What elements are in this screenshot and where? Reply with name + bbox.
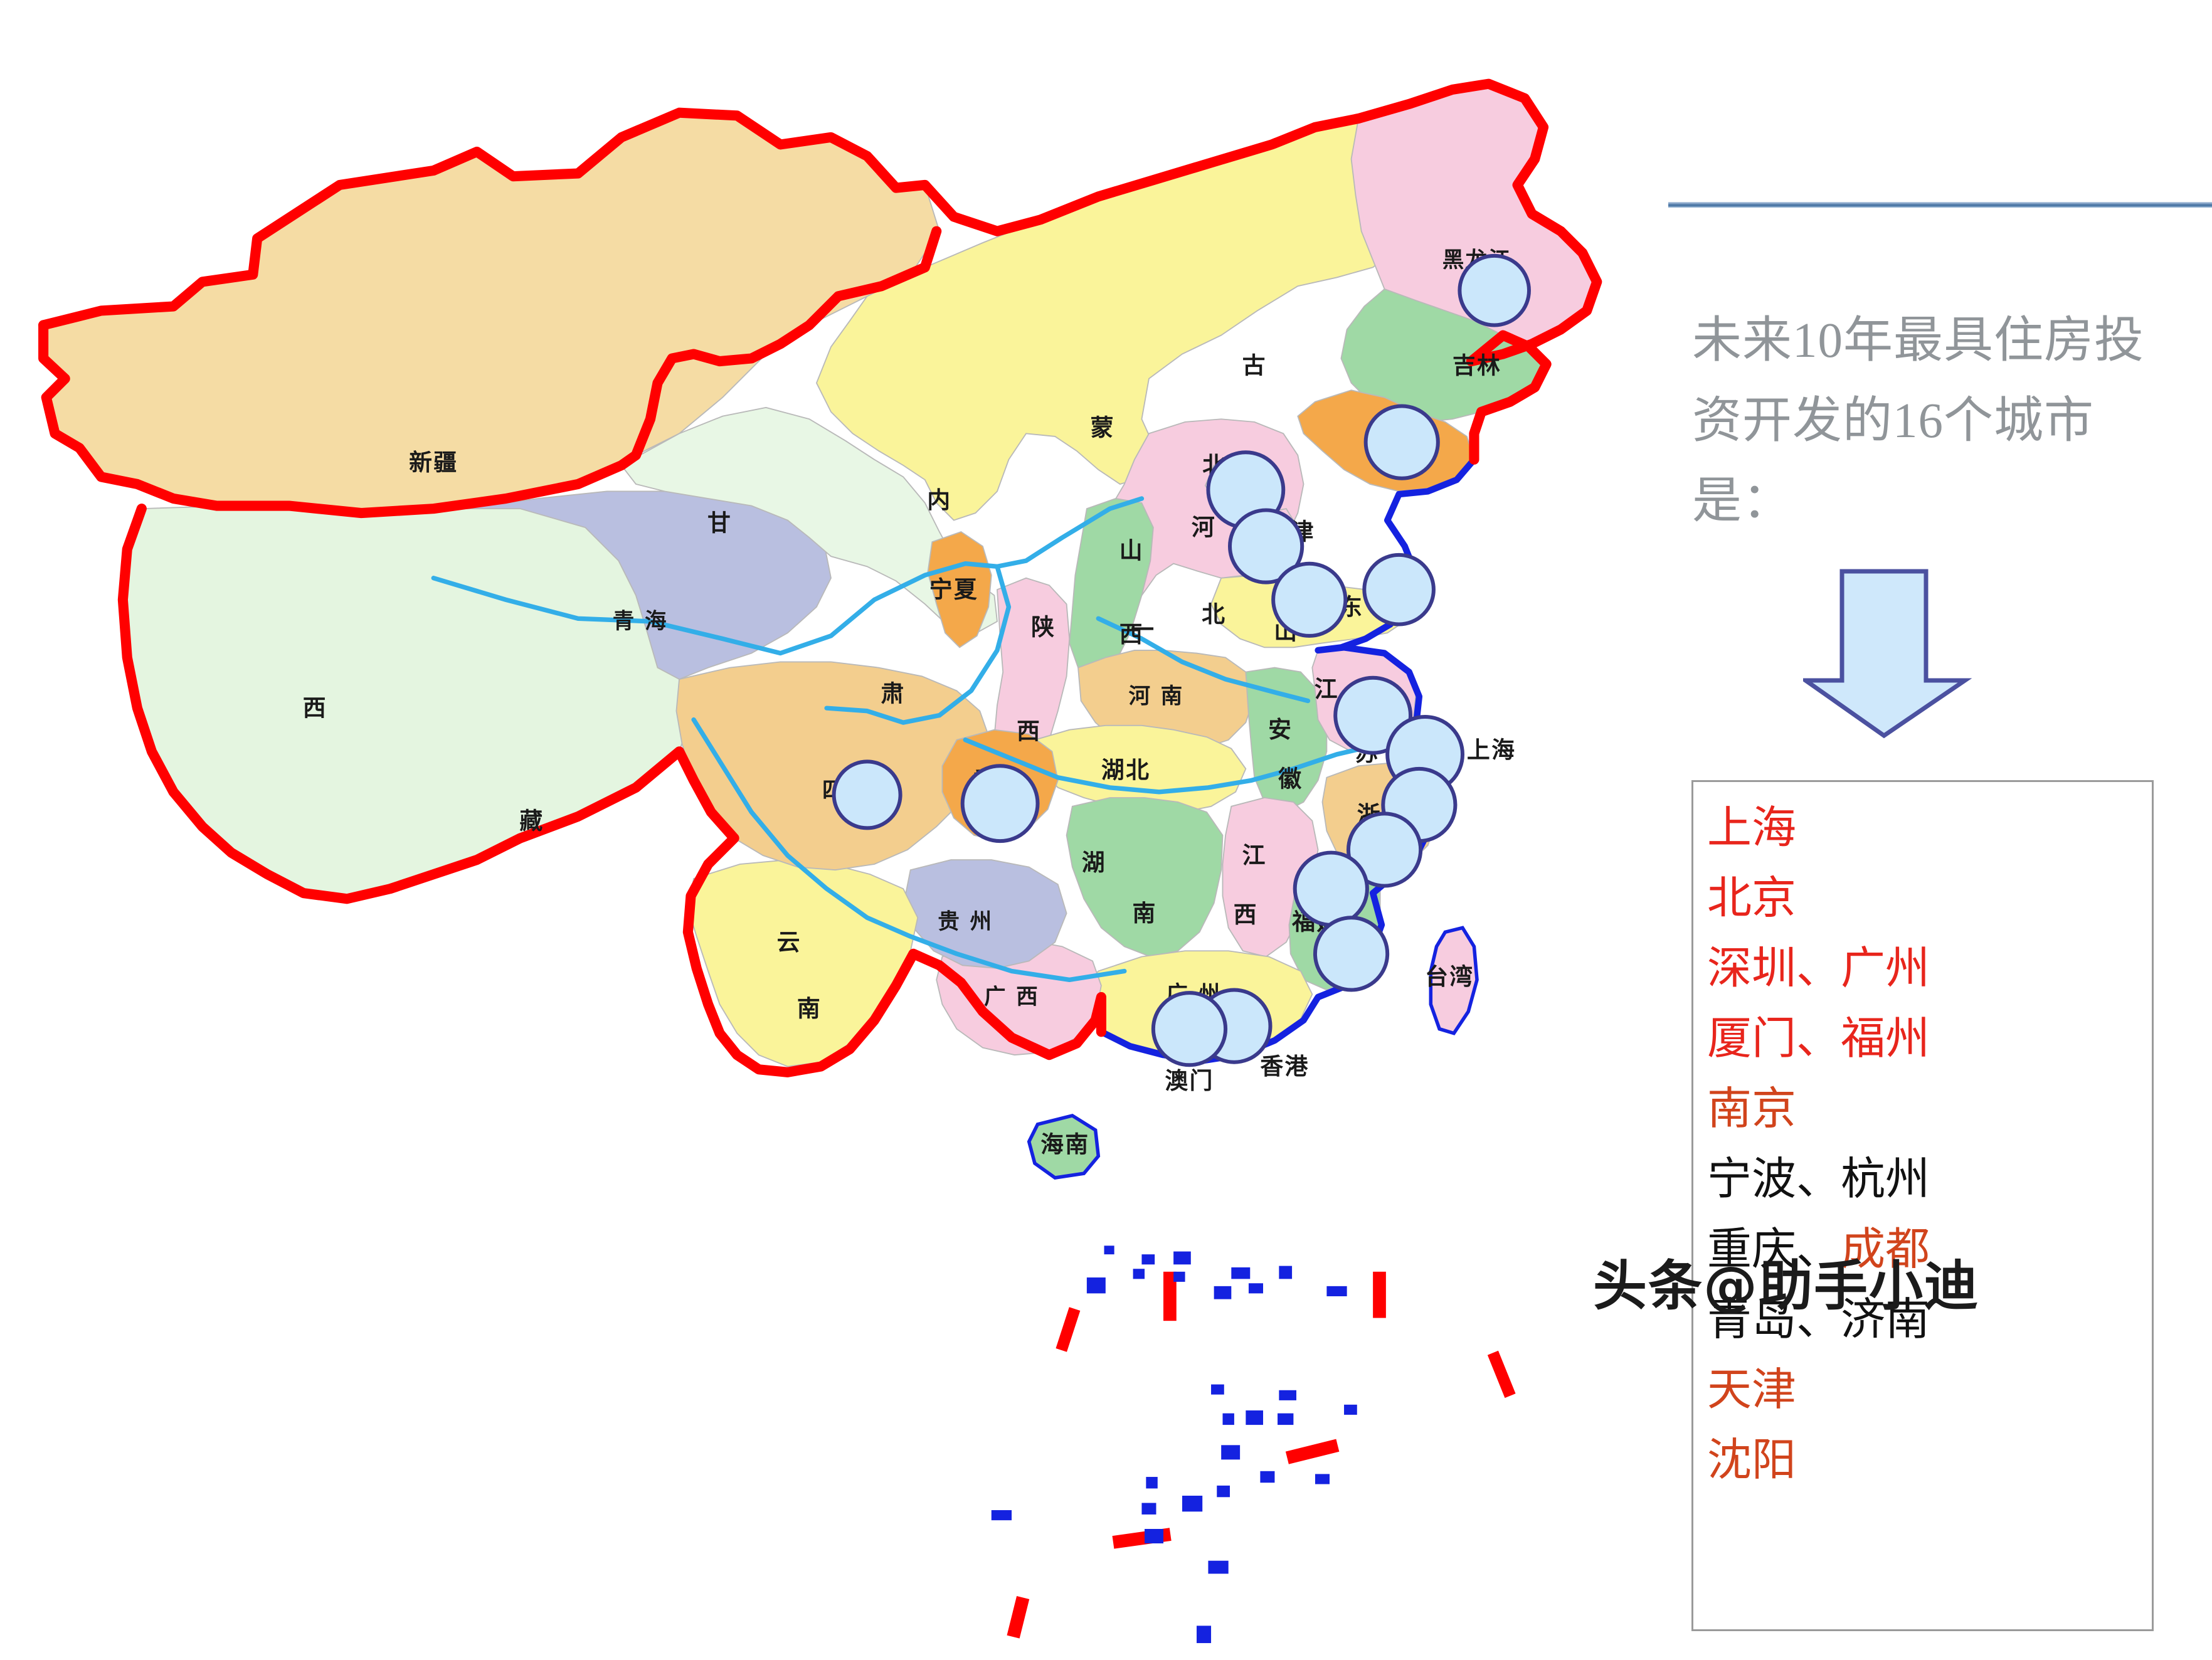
province-label: 云 <box>777 929 802 956</box>
province-label: 广 西 <box>984 985 1039 1010</box>
city-name: 北京 <box>1707 874 1797 923</box>
watermark: 头条@助手小迪 <box>1593 1255 1979 1318</box>
city-marker-天津[interactable] <box>1228 508 1304 584</box>
province-label: 澳门 <box>1165 1067 1214 1094</box>
province-label: 香港 <box>1260 1053 1309 1080</box>
city-marker-杭州[interactable] <box>1346 811 1423 888</box>
city-name: 厦门、福州 <box>1707 1015 1930 1064</box>
province-label: 南 <box>1132 900 1156 927</box>
city-list-item: 南京 <box>1707 1074 2146 1145</box>
province-label: 湖北 <box>1101 757 1150 784</box>
city-marker-福州[interactable] <box>1293 850 1369 927</box>
city-list-item: 天津 <box>1707 1355 2146 1425</box>
city-name: 上海 <box>1707 804 1797 853</box>
province-label: 甘 <box>707 510 732 537</box>
page-title: 未来10年最具住房投资开发的16个城市是： <box>1692 314 2144 529</box>
province-label: 上海 <box>1467 736 1516 763</box>
province-label: 陕 <box>1031 614 1056 641</box>
city-marker-沈阳[interactable] <box>1363 404 1440 480</box>
province-label: 蒙 <box>1091 415 1115 441</box>
city-marker-济南[interactable] <box>1271 561 1348 638</box>
city-list-item: 宁波、杭州 <box>1707 1145 2146 1215</box>
province-label: 江 <box>1242 842 1267 869</box>
city-marker-深圳[interactable] <box>1151 991 1228 1067</box>
province-gansu <box>620 406 998 637</box>
province-label: 宁夏 <box>929 576 978 603</box>
province-hainan <box>1027 1113 1101 1180</box>
province-label: 新疆 <box>409 449 458 476</box>
china-map-panel: 新疆内蒙古一黑龙江吉林辽宁甘肃宁夏青 海西藏陕西山西北京天津河北山东河 南安徽江… <box>38 78 1602 1644</box>
province-label: 西 <box>1234 901 1258 928</box>
city-list-item: 青岛、济南 <box>1707 1285 2146 1355</box>
province-label: 青 海 <box>613 609 668 634</box>
province-label: 河 南 <box>1128 684 1183 709</box>
province-label: 吉林 <box>1453 352 1501 379</box>
down-arrow-icon <box>1803 568 1991 740</box>
province-guizhou <box>904 859 1067 969</box>
city-marker-哈尔滨[interactable] <box>1458 253 1531 327</box>
right-panel: 未来10年最具住房投资开发的16个城市是： 上海北京深圳、广州厦门、福州南京宁波… <box>1593 0 2212 1660</box>
province-ningxia <box>927 531 992 648</box>
province-label: 贵 州 <box>938 909 993 934</box>
city-name: 青岛、济南 <box>1707 1296 1930 1345</box>
province-label: 西 <box>1017 718 1041 745</box>
province-label: 南 <box>797 995 822 1022</box>
city-marker-厦门[interactable] <box>1313 916 1390 992</box>
city-marker-青岛[interactable] <box>1362 552 1436 626</box>
city-list-item: 沈阳 <box>1707 1425 2146 1496</box>
city-name: 天津 <box>1707 1366 1797 1415</box>
city-name: 南京 <box>1707 1085 1797 1134</box>
city-list-item: 重庆、成都 <box>1707 1215 2146 1285</box>
province-shapes <box>43 83 1598 1180</box>
province-label: 安 <box>1268 716 1293 743</box>
south-china-sea-islands <box>991 1245 1516 1644</box>
city-marker-重庆[interactable] <box>960 764 1040 843</box>
province-tibet <box>122 505 695 900</box>
province-label: 西 <box>303 695 327 722</box>
province-label: 湖 <box>1082 849 1106 876</box>
province-label: 台湾 <box>1425 963 1474 990</box>
city-name: 沈阳 <box>1707 1436 1797 1485</box>
china-map-svg: 新疆内蒙古一黑龙江吉林辽宁甘肃宁夏青 海西藏陕西山西北京天津河北山东河 南安徽江… <box>38 78 1602 1644</box>
province-label: 内 <box>927 487 951 514</box>
city-list-item: 北京 <box>1707 864 2146 934</box>
province-label: 肃 <box>881 680 906 707</box>
city-name: 成都 <box>1841 1225 1930 1274</box>
province-label: 徽 <box>1278 766 1303 793</box>
city-name: 宁波、杭州 <box>1707 1155 1930 1204</box>
city-list-box: 上海北京深圳、广州厦门、福州南京宁波、杭州重庆、成都青岛、济南天津沈阳 <box>1691 780 2154 1631</box>
province-label: 藏 <box>519 807 544 834</box>
city-list-item: 上海 <box>1707 793 2146 864</box>
province-inner-mongolia <box>815 117 1417 521</box>
province-hunan <box>1066 797 1224 958</box>
province-label: 山 <box>1119 537 1144 564</box>
city-list-item: 深圳、广州 <box>1707 934 2146 1004</box>
province-label: 一 <box>1131 616 1155 643</box>
river-lines <box>431 496 1383 983</box>
province-label: 西 <box>1119 621 1144 648</box>
province-taiwan <box>1429 926 1479 1035</box>
province-label: 古 <box>1242 352 1267 379</box>
city-name: 重庆、 <box>1707 1225 1841 1274</box>
province-label: 河 <box>1192 514 1216 541</box>
province-label: 海南 <box>1040 1131 1089 1158</box>
city-marker-成都[interactable] <box>832 759 902 830</box>
city-name: 深圳、广州 <box>1707 944 1930 993</box>
city-list-item: 厦门、福州 <box>1707 1004 2146 1074</box>
city-marker-group <box>832 253 1531 1067</box>
city-list: 上海北京深圳、广州厦门、福州南京宁波、杭州重庆、成都青岛、济南天津沈阳 <box>1707 793 2146 1496</box>
top-divider-rule <box>1668 202 2212 208</box>
province-label: 江 <box>1315 676 1339 703</box>
province-label: 北 <box>1202 601 1226 628</box>
national-border <box>38 78 1602 1077</box>
